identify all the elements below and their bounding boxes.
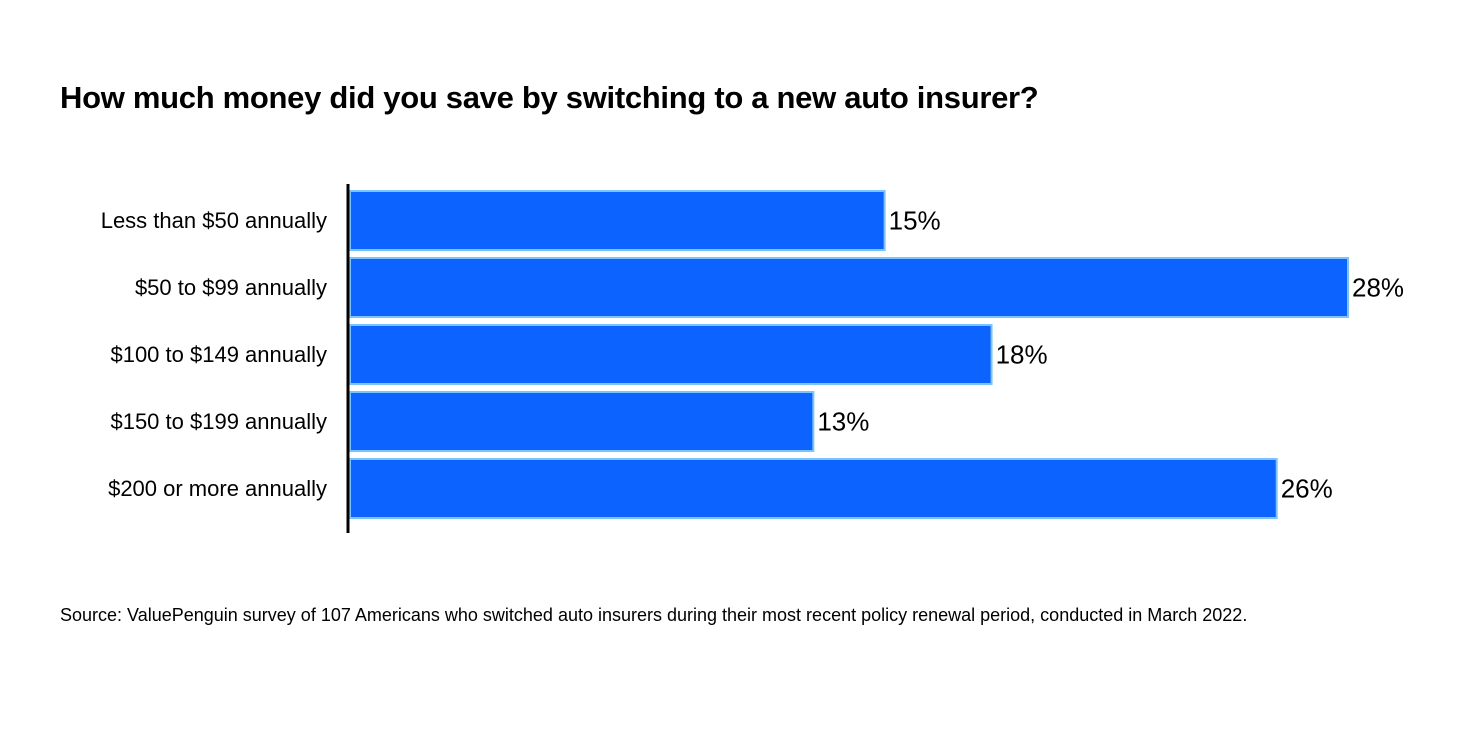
data-label: 13% <box>817 407 869 437</box>
bar <box>349 324 993 385</box>
data-label: 18% <box>996 340 1048 370</box>
category-label: $150 to $199 annually <box>110 409 327 434</box>
bar-group: $100 to $149 annually 18% <box>110 324 1048 385</box>
bar-group: $150 to $199 annually 13% <box>110 391 869 452</box>
category-label: Less than $50 annually <box>101 208 327 233</box>
category-label: $100 to $149 annually <box>110 342 327 367</box>
data-label: 28% <box>1352 273 1404 303</box>
bar <box>349 391 815 452</box>
data-label: 26% <box>1281 474 1333 504</box>
source-note: Source: ValuePenguin survey of 107 Ameri… <box>60 605 1248 625</box>
bar-group: $200 or more annually 26% <box>108 458 1333 519</box>
bars-layer: Less than $50 annually 15% $50 to $99 annu… <box>101 190 1404 519</box>
category-label: $200 or more annually <box>108 476 327 501</box>
category-label: $50 to $99 annually <box>135 275 327 300</box>
chart-title: How much money did you save by switching… <box>60 80 1039 115</box>
bar-group: Less than $50 annually 15% <box>101 190 941 251</box>
bar <box>349 190 886 251</box>
data-label: 15% <box>889 206 941 236</box>
bar-group: $50 to $99 annually 28% <box>135 257 1404 318</box>
bar <box>349 257 1349 318</box>
bar <box>349 458 1278 519</box>
